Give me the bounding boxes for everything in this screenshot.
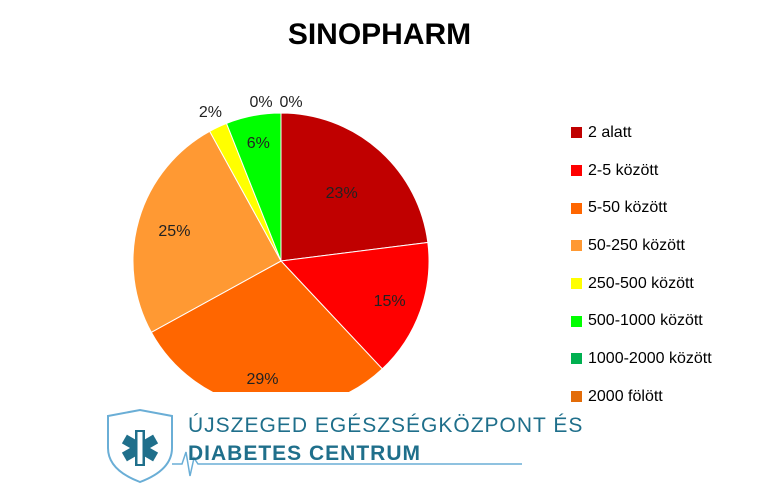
legend-swatch <box>571 165 582 177</box>
legend-label: 50-250 között <box>588 236 685 254</box>
legend-swatch <box>571 315 582 327</box>
legend-label: 5-50 között <box>588 199 668 217</box>
legend-item: 250-500 között <box>571 265 712 303</box>
legend-label: 2-5 között <box>588 161 659 179</box>
legend-swatch <box>571 202 582 214</box>
logo-text-line1: ÚJSZEGED EGÉSZSÉGKÖZPONT ÉS <box>188 414 584 437</box>
legend-label: 1000-2000 között <box>588 349 712 367</box>
slice-label-2: 15% <box>374 293 406 310</box>
pie-slice-3 <box>150 260 384 392</box>
legend-item: 500-1000 között <box>571 302 712 340</box>
logo: ÚJSZEGED EGÉSZSÉGKÖZPONT ÉS DIABETES CEN… <box>100 408 582 486</box>
legend-label: 500-1000 között <box>588 312 703 330</box>
logo-graphic <box>107 408 522 484</box>
legend-label: 250-500 között <box>588 274 694 292</box>
legend-label: 2000 fölött <box>588 387 663 405</box>
legend-item: 1000-2000 között <box>571 340 712 378</box>
legend-swatch <box>571 240 582 252</box>
legend-item: 2 alatt <box>571 114 712 152</box>
pie-chart: 23% 15% 29% 25% 2% 6% 0% 0% <box>132 94 430 392</box>
legend-swatch <box>571 391 582 403</box>
legend-label: 2 alatt <box>588 123 632 141</box>
slice-label-5: 2% <box>199 104 222 121</box>
chart-legend: 2 alatt 2-5 között 5-50 között 50-250 közöt… <box>571 114 712 416</box>
legend-item: 50-250 között <box>571 227 712 265</box>
pie-slice-2 <box>279 241 430 370</box>
legend-swatch <box>571 278 582 290</box>
legend-swatch <box>571 127 582 139</box>
pie-slice-6 <box>225 112 282 262</box>
legend-item: 5-50 között <box>571 189 712 227</box>
logo-text-line2: DIABETES CENTRUM <box>188 442 422 465</box>
slice-label-3: 29% <box>246 371 278 388</box>
legend-item: 2000 fölött <box>571 378 712 416</box>
slice-label-8: 0% <box>279 94 302 111</box>
slice-label-7: 0% <box>249 94 272 111</box>
pie-slice-1 <box>280 112 429 262</box>
legend-swatch <box>571 353 582 365</box>
slice-label-6: 6% <box>247 135 270 152</box>
slice-label-1: 23% <box>326 185 358 202</box>
legend-item: 2-5 között <box>571 152 712 190</box>
pie-slice-4 <box>132 130 282 333</box>
slice-label-4: 25% <box>158 223 190 240</box>
chart-title: SINOPHARM <box>287 18 472 51</box>
